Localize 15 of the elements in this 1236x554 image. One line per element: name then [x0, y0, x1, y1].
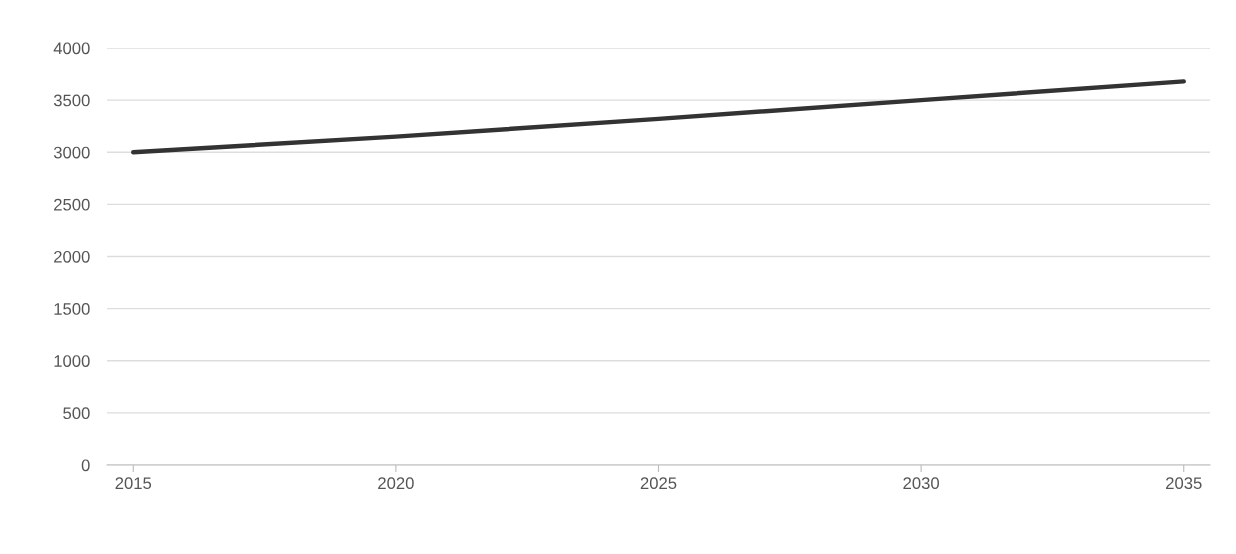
y-tick-label: 1000 [54, 355, 90, 367]
y-tick-label: 3000 [53, 146, 90, 159]
x-tick-label: 2025 [640, 477, 677, 490]
y-tick-label: 1500 [54, 303, 90, 315]
x-tick-label: 2035 [1166, 477, 1202, 490]
y-tick-label: 2500 [54, 198, 90, 211]
y-tick-label: 3500 [53, 94, 90, 107]
line-series [131, 79, 1186, 155]
x-tick-label: 2020 [378, 477, 414, 490]
y-tick-label: 4000 [53, 42, 90, 55]
y-tick-label: 2000 [54, 250, 90, 263]
y-tick-label: 0 [81, 459, 90, 472]
y-tick-label: 500 [63, 407, 90, 420]
x-tick-label: 2030 [903, 477, 940, 490]
x-tick-label: 2015 [115, 477, 152, 490]
